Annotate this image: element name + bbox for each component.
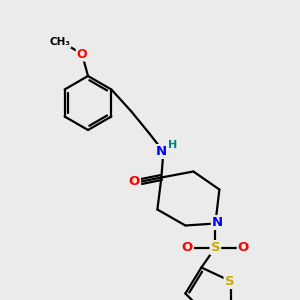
- Text: H: H: [168, 140, 177, 151]
- Text: O: O: [238, 241, 249, 254]
- Text: CH₃: CH₃: [50, 37, 70, 47]
- Text: S: S: [211, 241, 220, 254]
- Text: O: O: [129, 175, 140, 188]
- Text: O: O: [182, 241, 193, 254]
- Text: N: N: [156, 145, 167, 158]
- Text: N: N: [212, 216, 223, 229]
- Text: O: O: [77, 47, 87, 61]
- Text: S: S: [225, 275, 234, 288]
